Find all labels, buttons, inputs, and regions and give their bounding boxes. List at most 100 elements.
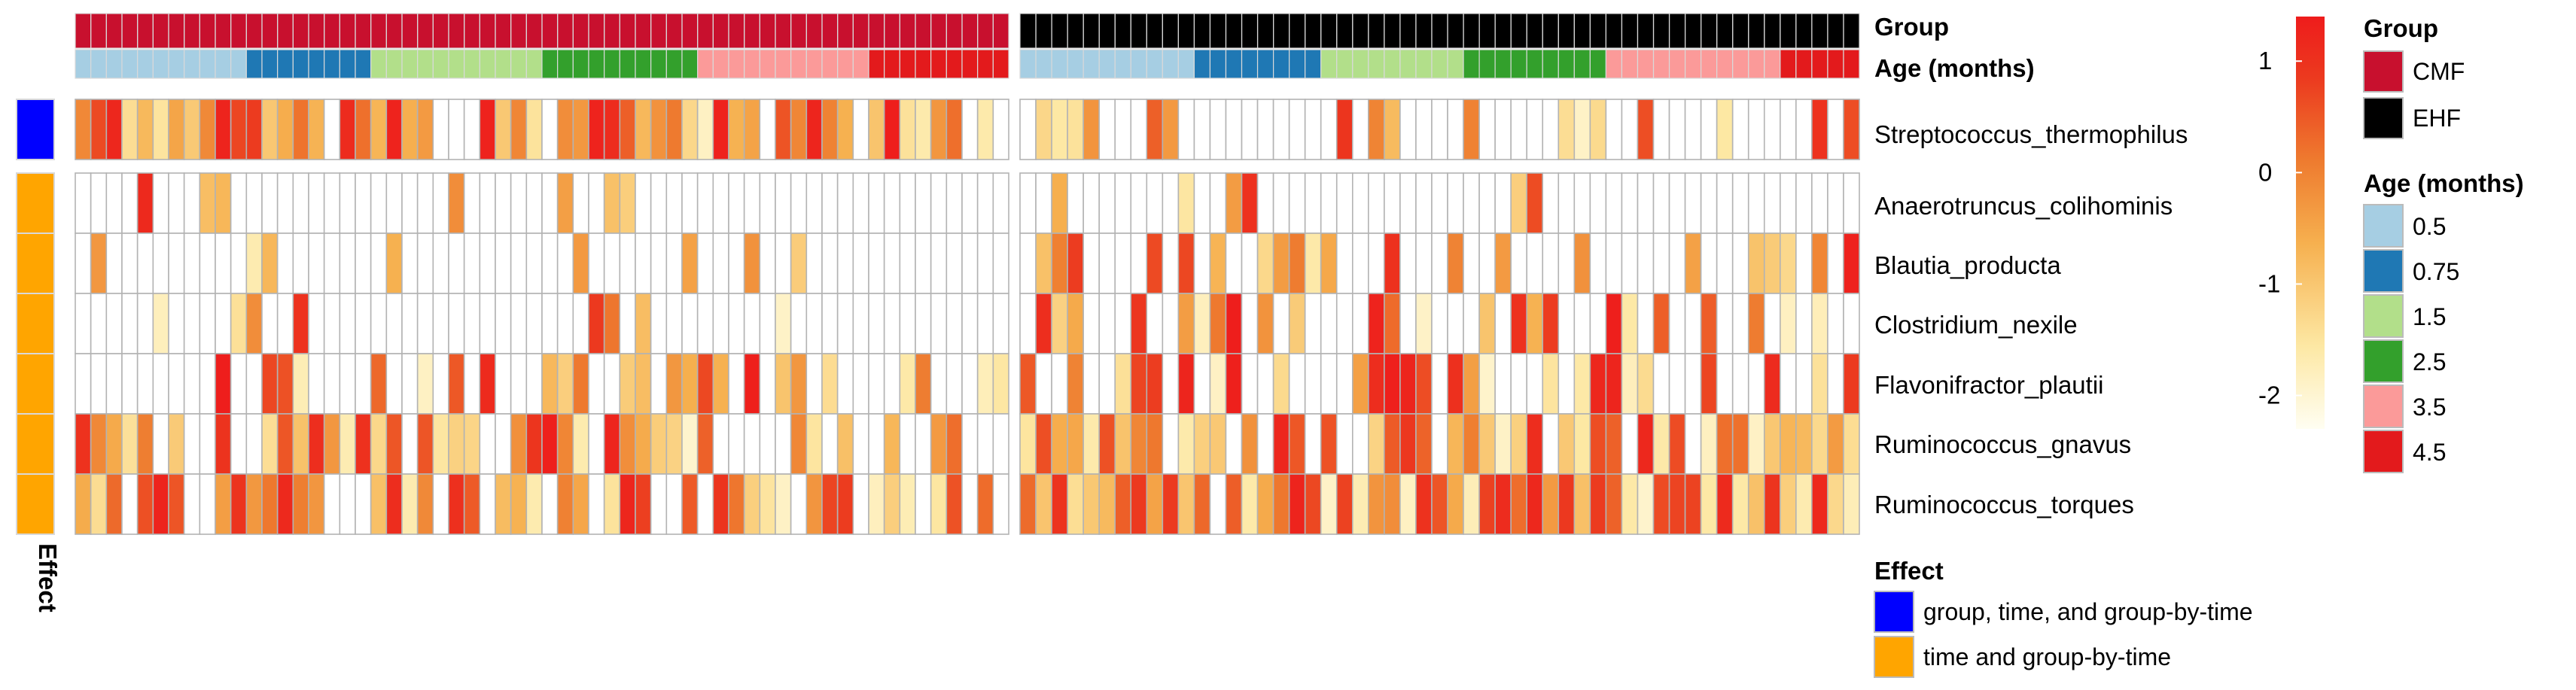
age-legend-swatch — [2363, 294, 2404, 338]
heatmap-cell — [1716, 293, 1734, 354]
heatmap-cell — [1811, 353, 1828, 415]
heatmap-cell — [183, 413, 201, 475]
heatmap-cell — [1209, 413, 1227, 475]
heatmap-cell — [1098, 99, 1116, 160]
heatmap-cell — [1256, 172, 1274, 234]
heatmap-cell — [1605, 413, 1623, 475]
heatmap-cell — [961, 172, 979, 234]
heatmap-cell — [696, 473, 714, 535]
heatmap-cell — [1843, 473, 1860, 535]
heatmap-cell — [1399, 172, 1417, 234]
heatmap-cell — [1399, 99, 1417, 160]
heatmap-cell — [168, 233, 185, 294]
heatmap-cell — [1368, 413, 1385, 475]
heatmap-cell — [883, 473, 901, 535]
heatmap-cell — [1130, 353, 1148, 415]
heatmap-cell — [572, 99, 589, 160]
heatmap-cell — [1051, 99, 1068, 160]
heatmap-cell — [1731, 172, 1749, 234]
heatmap-cell — [572, 293, 589, 354]
heatmap-cell — [136, 293, 154, 354]
heatmap-cell — [1716, 99, 1734, 160]
heatmap-cell — [1019, 473, 1037, 535]
heatmap-cell — [183, 99, 201, 160]
heatmap-cell — [1763, 413, 1781, 475]
heatmap-cell — [105, 99, 123, 160]
heatmap-cell — [1241, 413, 1259, 475]
heatmap-cell — [1526, 353, 1544, 415]
heatmap-cell — [1130, 233, 1148, 294]
heatmap-cell — [1067, 353, 1084, 415]
age-cell — [1526, 49, 1543, 79]
heatmap-cell — [90, 353, 108, 415]
heatmap-cell — [1573, 233, 1591, 294]
heatmap-cell — [1082, 293, 1100, 354]
heatmap-cell — [355, 413, 372, 475]
heatmap-cell — [1209, 293, 1227, 354]
age-cell — [650, 49, 667, 79]
heatmap-cell — [276, 473, 294, 535]
heatmap-cell — [495, 473, 512, 535]
heatmap-cell — [1621, 99, 1639, 160]
heatmap-cell — [1589, 99, 1607, 160]
heatmap-cell — [1605, 172, 1623, 234]
heatmap-cell — [1335, 353, 1353, 415]
age-cell — [977, 49, 994, 79]
heatmap-cell — [1304, 473, 1322, 535]
heatmap-cell — [1272, 99, 1290, 160]
heatmap-cell — [292, 233, 309, 294]
age-cell — [1209, 49, 1227, 79]
age-cell — [852, 49, 869, 79]
heatmap-cell — [370, 233, 388, 294]
age-legend-swatch — [2363, 249, 2404, 293]
heatmap-cell — [868, 413, 885, 475]
heatmap-cell — [1447, 99, 1464, 160]
heatmap-cell — [635, 413, 652, 475]
group-legend-label-cmf: CMF — [2413, 58, 2465, 85]
heatmap-cell — [1573, 99, 1591, 160]
age-cell — [1573, 49, 1591, 79]
heatmap-cell — [1542, 353, 1560, 415]
heatmap-cell — [805, 99, 823, 160]
age-cell — [992, 49, 1009, 79]
heatmap-cell — [1114, 353, 1132, 415]
heatmap-cell — [821, 413, 839, 475]
heatmap-cell — [510, 353, 528, 415]
age-cell — [479, 49, 496, 79]
heatmap-cell — [790, 99, 808, 160]
heatmap-cell — [308, 473, 325, 535]
heatmap-cell — [1463, 413, 1480, 475]
heatmap-cell — [245, 233, 263, 294]
heatmap-cell — [635, 473, 652, 535]
age-cell — [370, 49, 387, 79]
age-cell — [1051, 49, 1068, 79]
heatmap-cell — [339, 413, 356, 475]
effect-cell-6 — [16, 473, 55, 535]
heatmap-cell — [836, 293, 854, 354]
heatmap-cell — [1716, 172, 1734, 234]
heatmap-cell — [292, 293, 309, 354]
heatmap-cell — [743, 353, 761, 415]
heatmap-cell — [805, 353, 823, 415]
heatmap-cell — [1843, 172, 1860, 234]
heatmap-cell — [1209, 172, 1227, 234]
age-cell — [355, 49, 372, 79]
heatmap-cell — [541, 413, 559, 475]
heatmap-cell — [1256, 233, 1274, 294]
heatmap-cell — [1700, 293, 1718, 354]
heatmap-cell — [168, 99, 185, 160]
heatmap-cell — [775, 473, 792, 535]
heatmap-cell — [230, 473, 248, 535]
heatmap-cell — [1320, 413, 1338, 475]
heatmap-cell — [836, 413, 854, 475]
age-cell — [1162, 49, 1179, 79]
heatmap-cell — [1795, 99, 1813, 160]
heatmap-cell — [1415, 473, 1433, 535]
heatmap-cell — [1731, 233, 1749, 294]
heatmap-cell — [355, 293, 372, 354]
age-cell — [790, 49, 807, 79]
heatmap-cell — [805, 233, 823, 294]
heatmap-cell — [1019, 172, 1037, 234]
heatmap-cell — [1795, 473, 1813, 535]
heatmap-cell — [588, 172, 605, 234]
